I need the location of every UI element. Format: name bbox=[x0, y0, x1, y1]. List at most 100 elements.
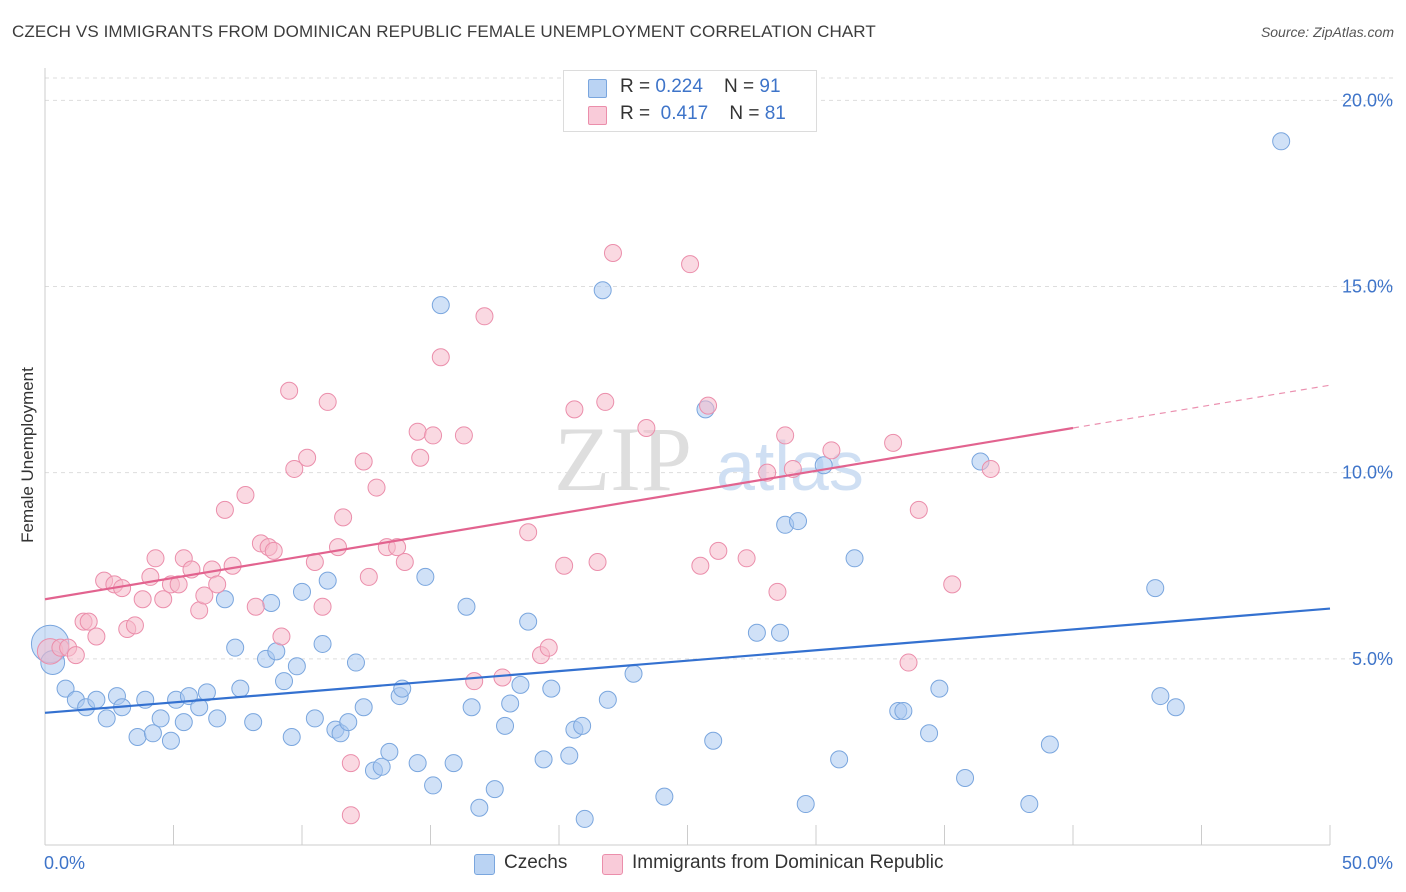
czechs-point bbox=[496, 716, 515, 735]
dominican-point bbox=[909, 500, 928, 519]
x-tick-label-min: 0.0% bbox=[44, 853, 85, 873]
r-label: R = bbox=[620, 103, 656, 124]
czechs-point bbox=[339, 713, 358, 732]
czechs-point bbox=[593, 281, 612, 300]
dominican-point bbox=[424, 426, 443, 445]
dominican-point bbox=[565, 400, 584, 419]
czechs-point bbox=[208, 709, 227, 728]
czechs-point bbox=[244, 713, 263, 732]
dominican-point bbox=[341, 806, 360, 825]
dominican-point bbox=[431, 348, 450, 367]
czechs-point bbox=[519, 612, 538, 631]
dominican-point bbox=[169, 575, 188, 594]
dominican-swatch bbox=[602, 854, 623, 875]
czechs-point bbox=[1040, 735, 1059, 754]
dominican-point bbox=[519, 523, 538, 542]
r-value: 0.417 bbox=[660, 103, 709, 124]
czechs-point bbox=[128, 728, 147, 747]
dominican-point bbox=[246, 597, 265, 616]
dominican-point bbox=[264, 541, 283, 560]
dominican-point bbox=[691, 556, 710, 575]
dominican-point bbox=[334, 508, 353, 527]
axes bbox=[44, 68, 1331, 846]
dominican-point bbox=[758, 463, 777, 482]
gridlines bbox=[45, 77, 1393, 660]
czechs-point bbox=[1151, 687, 1170, 706]
czechs-point bbox=[894, 701, 913, 720]
czechs-point bbox=[215, 590, 234, 609]
dominican-point bbox=[280, 381, 299, 400]
dominican-point bbox=[637, 418, 656, 437]
czechs-swatch bbox=[474, 854, 495, 875]
czechs-point bbox=[372, 757, 391, 776]
dominican-point bbox=[411, 448, 430, 467]
series-legend: Czechs Immigrants from Dominican Republi… bbox=[0, 852, 1406, 876]
dominican-point bbox=[146, 549, 165, 568]
dominican-point bbox=[154, 590, 173, 609]
czechs-point bbox=[1146, 579, 1165, 598]
czechs-point bbox=[174, 713, 193, 732]
legend-label-dominican: Immigrants from Dominican Republic bbox=[632, 852, 944, 873]
czechs-point bbox=[262, 593, 281, 612]
dominican-point bbox=[822, 441, 841, 460]
czechs-point bbox=[747, 623, 766, 642]
dominican-point bbox=[341, 754, 360, 773]
dominican-point bbox=[66, 646, 85, 665]
czechs-point bbox=[305, 709, 324, 728]
czechs-point bbox=[655, 787, 674, 806]
czechs-point bbox=[624, 664, 643, 683]
czechs-point bbox=[444, 754, 463, 773]
dominican-point bbox=[539, 638, 558, 657]
dominican-point bbox=[588, 553, 607, 572]
czechs-point bbox=[560, 746, 579, 765]
dominican-point bbox=[328, 538, 347, 557]
dominican-point bbox=[125, 616, 144, 635]
dominican-point bbox=[493, 668, 512, 687]
dominican-point bbox=[395, 553, 414, 572]
dominican-point bbox=[79, 612, 98, 631]
dominican-point bbox=[318, 392, 337, 411]
dominican-point bbox=[367, 478, 386, 497]
czechs-trend-line bbox=[44, 607, 1331, 714]
dominican-point bbox=[699, 396, 718, 415]
y-tick-label: 15.0% bbox=[1342, 277, 1393, 297]
czechs-point bbox=[1020, 795, 1039, 814]
czechs-point bbox=[354, 698, 373, 717]
czechs-point bbox=[226, 638, 245, 657]
dominican-point bbox=[555, 556, 574, 575]
n-value: 91 bbox=[759, 76, 781, 97]
dominican-point bbox=[236, 486, 255, 505]
dominican-swatch bbox=[588, 106, 607, 125]
dominican-point bbox=[208, 575, 227, 594]
y-tick-label: 5.0% bbox=[1352, 649, 1393, 669]
dominican-point bbox=[737, 549, 756, 568]
n-value: 81 bbox=[764, 103, 786, 124]
czechs-point bbox=[293, 582, 311, 601]
czechs-point bbox=[313, 634, 332, 653]
r-label: R = bbox=[620, 76, 656, 97]
dominican-point bbox=[285, 459, 304, 478]
czechs-point bbox=[424, 776, 443, 795]
dominican-points bbox=[36, 243, 1000, 825]
dominican-point bbox=[354, 452, 373, 471]
czechs-point bbox=[534, 750, 553, 769]
dominican-point bbox=[298, 448, 317, 467]
dominican-point bbox=[681, 255, 700, 274]
czechs-point bbox=[830, 750, 849, 769]
dominican-point bbox=[884, 433, 903, 452]
dominican-point bbox=[768, 582, 787, 601]
czechs-point bbox=[231, 679, 250, 698]
czechs-point bbox=[1272, 132, 1291, 151]
trend-lines bbox=[44, 384, 1331, 714]
dominican-point bbox=[475, 307, 494, 326]
dominican-point bbox=[223, 556, 242, 575]
dominican-point bbox=[596, 392, 615, 411]
legend-label-czechs: Czechs bbox=[504, 852, 568, 873]
czechs-point bbox=[408, 754, 427, 773]
czechs-point bbox=[197, 683, 216, 702]
czechs-point bbox=[143, 724, 162, 743]
czechs-point bbox=[470, 798, 489, 817]
n-label: N = bbox=[724, 76, 760, 97]
czechs-swatch bbox=[588, 79, 607, 98]
